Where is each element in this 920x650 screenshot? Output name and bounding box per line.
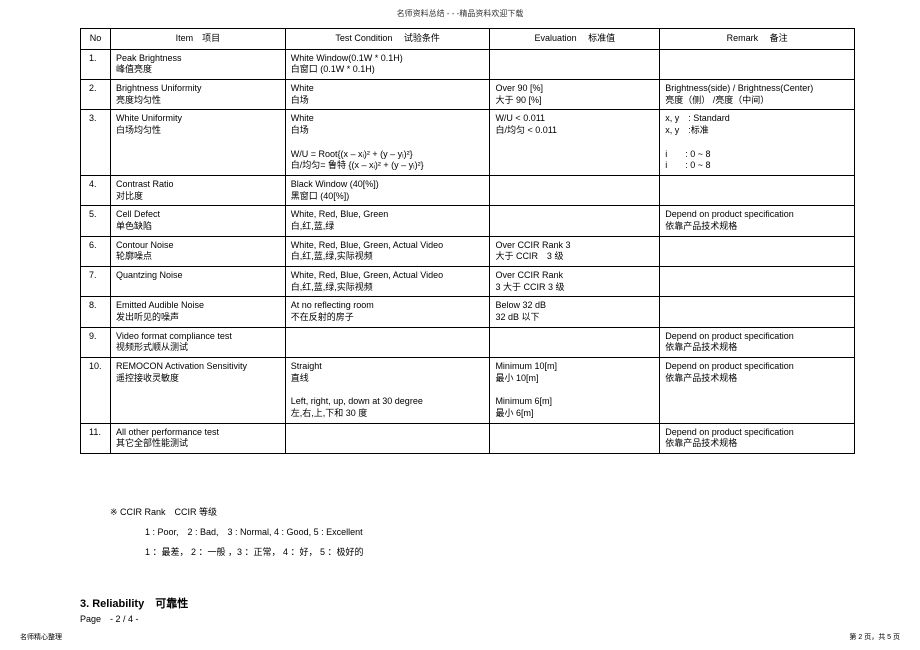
cell-test: Straight 直线 Left, right, up, down at 30 … (285, 358, 490, 423)
cell-item: REMOCON Activation Sensitivity 遥控接收灵敏度 (110, 358, 285, 423)
table-row: 6.Contour Noise 轮廓噪点White, Red, Blue, Gr… (81, 236, 855, 266)
header-test: Test Condition 试验条件 (285, 29, 490, 50)
table-header-row: No Item 项目 Test Condition 试验条件 Evaluatio… (81, 29, 855, 50)
cell-test: White 白场 (285, 80, 490, 110)
header-remark: Remark 备注 (660, 29, 855, 50)
cell-eval (490, 327, 660, 357)
cell-remark (660, 49, 855, 79)
cell-eval (490, 175, 660, 205)
cell-no: 8. (81, 297, 111, 327)
cell-test: White 白场 W/U = Root{(x – xᵢ)² + (y – yᵢ)… (285, 110, 490, 175)
page-number: Page - 2 / 4 - (80, 612, 139, 625)
cell-remark: x, y : Standard x, y :标准 i : 0 ~ 8 i : 0… (660, 110, 855, 175)
cell-item: Emitted Audible Noise 发出听见的噪声 (110, 297, 285, 327)
cell-item: White Uniformity 白场均匀性 (110, 110, 285, 175)
cell-test: White, Red, Blue, Green, Actual Video 白,… (285, 267, 490, 297)
cell-no: 7. (81, 267, 111, 297)
header-item: Item 项目 (110, 29, 285, 50)
cell-eval (490, 423, 660, 453)
cell-test: White, Red, Blue, Green 白,红,蓝,绿 (285, 206, 490, 236)
cell-remark (660, 267, 855, 297)
cell-no: 1. (81, 49, 111, 79)
cell-remark: Depend on product specification 依靠产品技术规格 (660, 358, 855, 423)
table-row: 1.Peak Brightness 峰值亮度White Window(0.1W … (81, 49, 855, 79)
cell-remark: Depend on product specification 依靠产品技术规格 (660, 206, 855, 236)
cell-item: Quantzing Noise (110, 267, 285, 297)
footer-left: 名师精心整理 (20, 632, 62, 642)
cell-no: 3. (81, 110, 111, 175)
table-row: 3.White Uniformity 白场均匀性White 白场 W/U = R… (81, 110, 855, 175)
cell-no: 10. (81, 358, 111, 423)
cell-eval: Over 90 [%] 大于 90 [%] (490, 80, 660, 110)
cell-item: Cell Defect 单色缺陷 (110, 206, 285, 236)
table-row: 5.Cell Defect 单色缺陷White, Red, Blue, Gree… (81, 206, 855, 236)
cell-no: 5. (81, 206, 111, 236)
cell-remark (660, 297, 855, 327)
cell-no: 9. (81, 327, 111, 357)
spec-table: No Item 项目 Test Condition 试验条件 Evaluatio… (80, 28, 855, 454)
table-row: 11.All other performance test 其它全部性能测试 De… (81, 423, 855, 453)
note-rank-cn: 1 ：最差， 2 ：一般 ，3 ：正常， 4 ：好， 5 ：极好的 (145, 545, 364, 558)
table-row: 2.Brightness Uniformity 亮度均匀性White 白场Ove… (81, 80, 855, 110)
cell-test (285, 327, 490, 357)
section-reliability-title: 3. Reliability 可靠性 (80, 595, 188, 611)
table-row: 4.Contrast Ratio 对比度Black Window (40[%])… (81, 175, 855, 205)
cell-item: Video format compliance test 视频形式顺从测试 (110, 327, 285, 357)
table-row: 7.Quantzing NoiseWhite, Red, Blue, Green… (81, 267, 855, 297)
cell-remark (660, 236, 855, 266)
note-ccir-rank: ※ CCIR Rank CCIR 等级 (110, 505, 217, 518)
header-no: No (81, 29, 111, 50)
cell-test: White Window(0.1W * 0.1H) 白窗口 (0.1W * 0.… (285, 49, 490, 79)
cell-remark: Depend on product specification 依靠产品技术规格 (660, 423, 855, 453)
cell-item: All other performance test 其它全部性能测试 (110, 423, 285, 453)
table-row: 9.Video format compliance test 视频形式顺从测试 D… (81, 327, 855, 357)
cell-eval: Over CCIR Rank 3 大于 CCIR 3 级 (490, 267, 660, 297)
cell-item: Brightness Uniformity 亮度均匀性 (110, 80, 285, 110)
note-rank-en: 1 : Poor, 2 : Bad, 3 : Normal, 4 : Good,… (145, 525, 363, 538)
cell-eval: Over CCIR Rank 3 大于 CCIR 3 级 (490, 236, 660, 266)
cell-test: Black Window (40[%]) 黑窗口 (40[%]) (285, 175, 490, 205)
cell-test: White, Red, Blue, Green, Actual Video 白,… (285, 236, 490, 266)
cell-eval: Below 32 dB 32 dB 以下 (490, 297, 660, 327)
cell-no: 6. (81, 236, 111, 266)
cell-item: Contrast Ratio 对比度 (110, 175, 285, 205)
cell-remark: Brightness(side) / Brightness(Center) 亮度… (660, 80, 855, 110)
header-eval: Evaluation 标准值 (490, 29, 660, 50)
cell-no: 11. (81, 423, 111, 453)
table-row: 10.REMOCON Activation Sensitivity 遥控接收灵敏… (81, 358, 855, 423)
cell-item: Contour Noise 轮廓噪点 (110, 236, 285, 266)
cell-test (285, 423, 490, 453)
cell-remark: Depend on product specification 依靠产品技术规格 (660, 327, 855, 357)
table-row: 8.Emitted Audible Noise 发出听见的噪声At no ref… (81, 297, 855, 327)
cell-item: Peak Brightness 峰值亮度 (110, 49, 285, 79)
cell-test: At no reflecting room 不在反射的房子 (285, 297, 490, 327)
cell-eval: W/U < 0.011 白/均匀 < 0.011 (490, 110, 660, 175)
cell-eval (490, 49, 660, 79)
cell-eval: Minimum 10[m] 最小 10[m] Minimum 6[m] 最小 6… (490, 358, 660, 423)
cell-no: 2. (81, 80, 111, 110)
cell-no: 4. (81, 175, 111, 205)
footer-right: 第 2 页，共 5 页 (849, 632, 900, 642)
cell-remark (660, 175, 855, 205)
page-header: 名师资料总结 - - -精品资料欢迎下载 (397, 8, 524, 19)
cell-eval (490, 206, 660, 236)
